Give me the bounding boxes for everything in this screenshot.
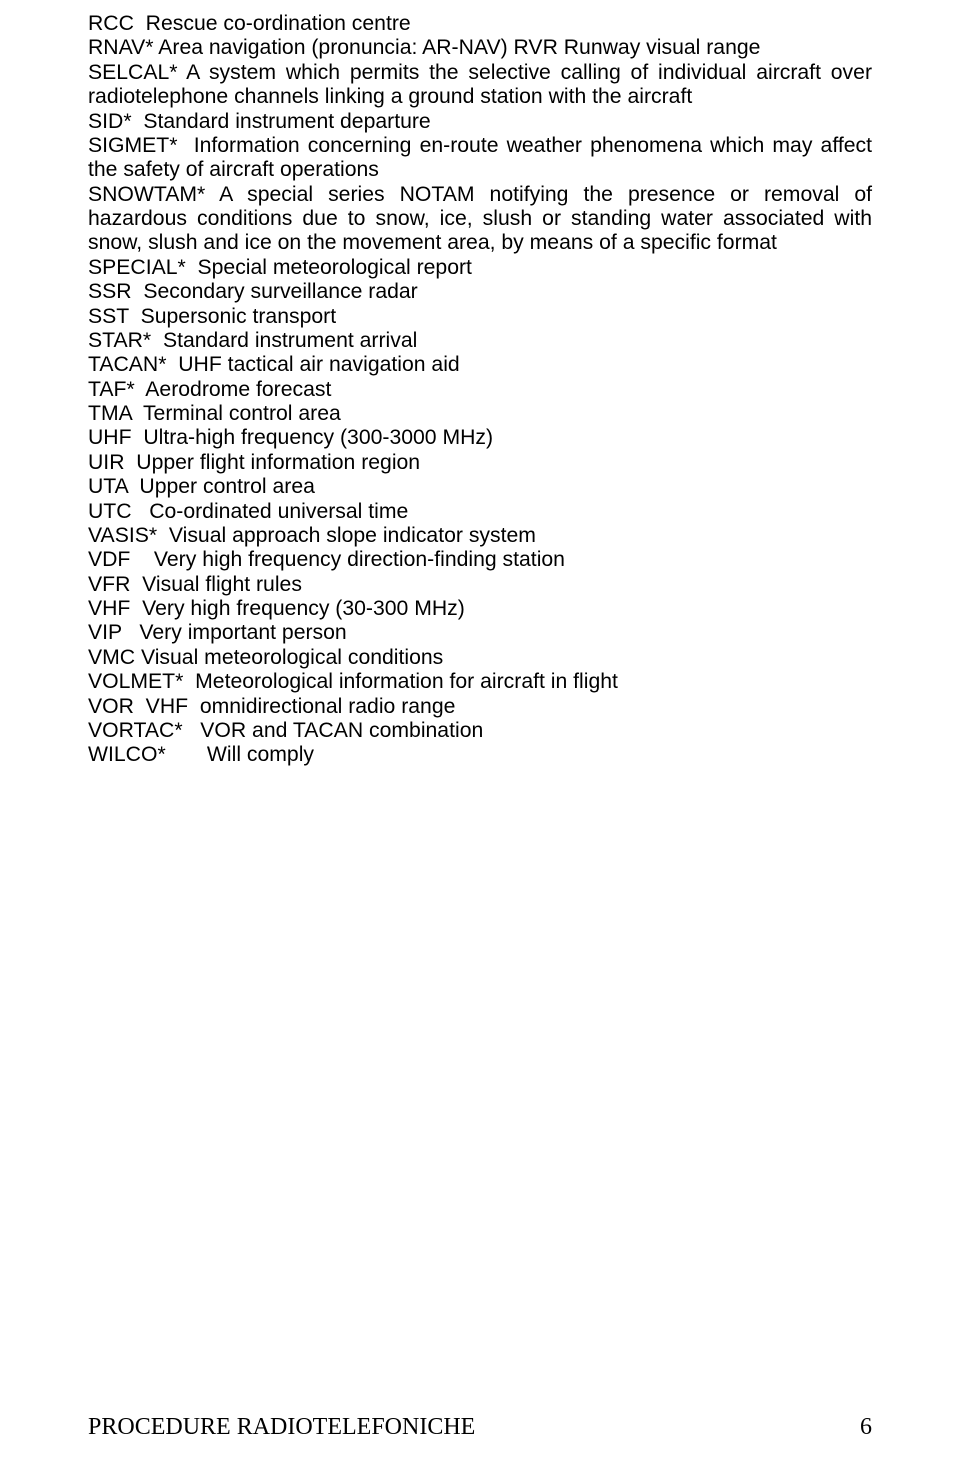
abbreviations-body-text: RCC Rescue co-ordination centre RNAV* Ar…	[88, 12, 872, 768]
document-page: RCC Rescue co-ordination centre RNAV* Ar…	[0, 0, 960, 1477]
page-number: 6	[860, 1414, 872, 1441]
page-footer: PROCEDURE RADIOTELEFONICHE 6	[88, 1414, 872, 1441]
footer-title: PROCEDURE RADIOTELEFONICHE	[88, 1414, 475, 1441]
